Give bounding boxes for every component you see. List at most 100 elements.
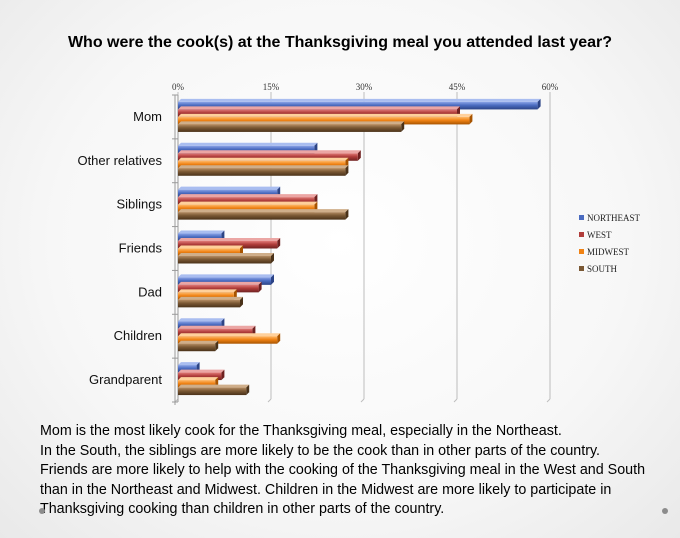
legend-label: MIDWEST xyxy=(587,246,629,257)
bar-siblings-midwest xyxy=(178,204,315,213)
category-label: Dad xyxy=(138,284,162,299)
category-label: Friends xyxy=(119,241,163,256)
bar-top-face xyxy=(178,113,473,117)
bar-chart: 0% 15% 30% 45% 60% Mom Other relatives Siblings… xyxy=(77,82,559,405)
bar-top-face xyxy=(178,121,405,125)
bar-end-face xyxy=(401,121,405,132)
bar-end-face xyxy=(469,113,473,125)
legend-label: WEST xyxy=(587,229,612,240)
bar-mom-northeast xyxy=(178,101,538,110)
bar-children-south xyxy=(178,343,216,352)
bar-top-face xyxy=(178,289,237,293)
bar-end-face xyxy=(215,340,219,352)
bar-top-face xyxy=(178,274,274,278)
bar-top-face xyxy=(178,165,349,169)
bar-siblings-south xyxy=(178,212,346,220)
bar-dad-midwest xyxy=(178,292,234,300)
bar-grandparent-west xyxy=(178,372,222,381)
legend-swatch xyxy=(579,249,584,254)
caption-line-1: Mom is the most likely cook for the Than… xyxy=(40,423,562,439)
bar-top-face xyxy=(178,201,318,205)
gridline-depth xyxy=(453,398,458,403)
bar-top-face xyxy=(178,362,200,366)
bar-top-face xyxy=(178,209,349,213)
legend-item: SOUTH xyxy=(579,260,640,277)
bar-dad-northeast xyxy=(178,277,271,285)
legend-swatch xyxy=(579,215,584,220)
bar-top-face xyxy=(178,325,256,329)
bar-end-face xyxy=(277,333,281,344)
legend-label: SOUTH xyxy=(587,263,618,274)
bar-end-face xyxy=(271,253,274,264)
bar-top-face xyxy=(178,253,274,256)
bar-top-face xyxy=(178,384,250,388)
bar-end-face xyxy=(246,384,250,396)
category-label: Mom xyxy=(133,109,162,124)
legend-item: NORTHEAST xyxy=(579,209,640,226)
bar-end-face xyxy=(277,238,281,249)
chart-title: Who were the cook(s) at the Thanksgiving… xyxy=(67,34,613,51)
bar-grandparent-south xyxy=(178,387,247,396)
legend-swatch xyxy=(579,266,584,271)
bar-end-face xyxy=(345,165,349,176)
bar-end-face xyxy=(221,369,225,381)
bar-dad-west xyxy=(178,284,259,293)
legend-item: MIDWEST xyxy=(579,243,640,260)
category-label: Children xyxy=(114,328,162,343)
category-label: Siblings xyxy=(116,197,162,212)
bar-friends-west xyxy=(178,241,278,249)
bar-grandparent-northeast xyxy=(178,365,197,373)
x-tick-label: 30% xyxy=(356,82,373,92)
bar-end-face xyxy=(357,150,361,161)
bar-other-relatives-northeast xyxy=(178,145,315,154)
bar-friends-midwest xyxy=(178,248,240,256)
bar-top-face xyxy=(178,142,318,146)
bar-top-face xyxy=(178,98,541,102)
bar-other-relatives-midwest xyxy=(178,160,346,169)
bar-top-face xyxy=(178,245,243,249)
category-label: Grandparent xyxy=(89,372,162,387)
bar-top-face xyxy=(178,318,225,322)
bar-end-face xyxy=(240,296,243,308)
bar-top-face xyxy=(178,186,281,190)
bar-top-face xyxy=(178,150,361,154)
bar-mom-midwest xyxy=(178,116,470,125)
legend-swatch xyxy=(579,232,584,237)
slide-dot-right xyxy=(662,508,668,514)
bar-friends-northeast xyxy=(178,233,222,241)
caption-line-2: In the South, the siblings are more like… xyxy=(40,442,601,459)
bar-top-face xyxy=(178,281,262,285)
bar-top-face xyxy=(178,157,349,161)
x-tick-label: 60% xyxy=(542,82,559,92)
legend-label: NORTHEAST xyxy=(587,212,640,223)
bar-other-relatives-south xyxy=(178,168,346,176)
x-tick-label: 45% xyxy=(449,82,466,92)
chart-legend: NORTHEAST WEST MIDWEST SOUTH xyxy=(579,209,640,277)
bar-friends-south xyxy=(178,256,271,264)
bar-end-face xyxy=(345,209,349,220)
bar-mom-south xyxy=(178,124,402,132)
bar-other-relatives-west xyxy=(178,153,358,161)
bar-top-face xyxy=(178,106,460,110)
legend-item: WEST xyxy=(579,226,640,243)
bar-end-face xyxy=(537,98,541,110)
bar-top-face xyxy=(178,296,243,300)
bar-mom-west xyxy=(178,109,457,117)
gridline-depth xyxy=(360,398,365,403)
bar-grandparent-midwest xyxy=(178,380,216,388)
slide-dot-left xyxy=(39,508,45,514)
bar-siblings-northeast xyxy=(178,189,278,198)
bar-top-face xyxy=(178,333,281,337)
bar-children-west xyxy=(178,328,253,337)
bar-siblings-west xyxy=(178,197,315,205)
gridline-depth xyxy=(546,398,551,403)
bar-top-face xyxy=(178,194,318,198)
bar-children-northeast xyxy=(178,321,222,329)
x-tick-label: 0% xyxy=(172,82,185,92)
bar-top-face xyxy=(178,340,219,344)
gridline-depth xyxy=(267,398,272,403)
bar-top-face xyxy=(178,238,281,241)
category-label: Other relatives xyxy=(77,153,162,168)
caption-text: Mom is the most likely cook for the Than… xyxy=(40,422,676,520)
bar-end-face xyxy=(271,274,274,285)
